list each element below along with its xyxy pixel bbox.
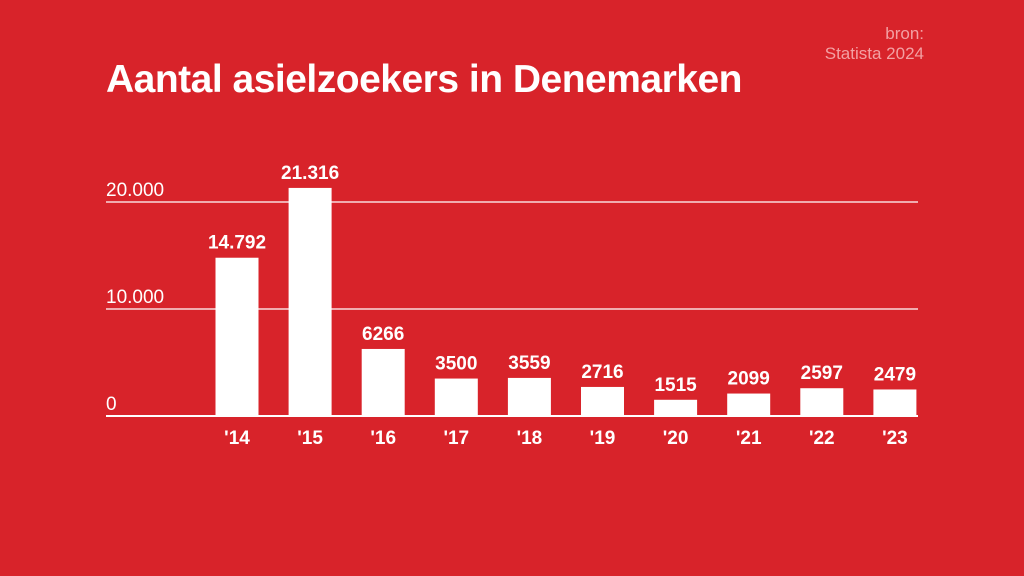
data-label: 14.792: [208, 233, 266, 254]
data-label: 2099: [728, 369, 770, 390]
data-label: 2597: [801, 363, 843, 384]
chart-title: Aantal asielzoekers in Denemarken: [106, 58, 742, 101]
bar: [873, 389, 917, 416]
x-tick-label: '21: [736, 428, 762, 449]
data-label: 6266: [362, 324, 404, 345]
bar: [581, 386, 624, 416]
x-tick-label: '16: [370, 428, 396, 449]
y-tick-label: 10.000: [106, 287, 164, 308]
bar: [361, 348, 405, 416]
y-tick-label: 0: [106, 394, 117, 415]
x-tick-label: '14: [224, 428, 250, 449]
source-text: Statista 2024: [824, 44, 924, 63]
data-label: 2479: [874, 364, 916, 385]
bar: [727, 393, 771, 416]
x-tick-label: '22: [809, 428, 835, 449]
data-label: 1515: [654, 375, 697, 396]
data-label: 3500: [435, 354, 477, 375]
y-tick-label: 20.000: [106, 180, 164, 201]
x-tick-label: '15: [297, 428, 323, 449]
data-label: 2716: [581, 362, 623, 383]
bar: [434, 378, 478, 416]
bar: [215, 257, 259, 416]
bar: [507, 377, 551, 416]
x-tick-label: '19: [590, 428, 616, 449]
x-tick-label: '23: [882, 428, 908, 449]
data-label: 3559: [508, 353, 550, 374]
bar: [800, 388, 844, 416]
x-tick-label: '18: [517, 428, 543, 449]
x-tick-label: '17: [443, 428, 469, 449]
data-label: 21.316: [281, 163, 339, 184]
bar: [654, 399, 698, 416]
source-label: bron:: [885, 24, 924, 43]
source-note: bron: Statista 2024: [825, 24, 924, 64]
x-tick-label: '20: [663, 428, 689, 449]
bar: [288, 187, 332, 416]
